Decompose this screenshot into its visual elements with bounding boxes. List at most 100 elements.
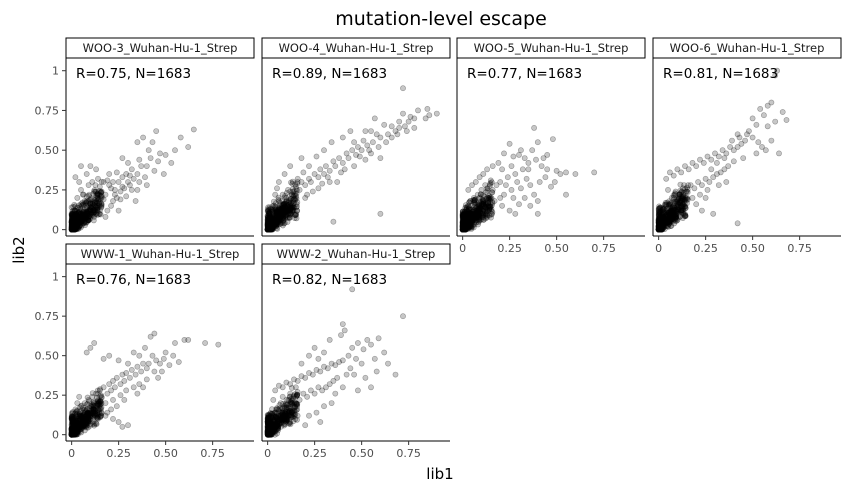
data-point: [292, 384, 299, 391]
data-point: [153, 357, 160, 364]
data-point: [81, 216, 88, 222]
data-point: [463, 210, 470, 217]
data-point: [662, 199, 669, 206]
data-point: [281, 208, 288, 214]
data-point: [668, 209, 674, 216]
data-point: [94, 206, 101, 213]
data-point: [655, 226, 662, 233]
data-point: [74, 223, 80, 230]
data-point: [266, 226, 273, 233]
data-point: [657, 226, 664, 233]
y-tick-label: 1: [52, 271, 59, 284]
data-point: [338, 169, 344, 176]
data-point: [279, 204, 286, 211]
data-point: [277, 400, 284, 406]
data-point: [147, 333, 154, 340]
data-point: [461, 220, 468, 227]
data-point: [72, 220, 79, 227]
data-point: [368, 128, 374, 134]
data-point: [86, 191, 93, 198]
correlation-annotation: R=0.76, N=1683: [76, 272, 191, 288]
data-point: [276, 206, 283, 212]
data-point: [162, 151, 169, 158]
data-point: [92, 202, 99, 209]
data-point: [145, 147, 152, 154]
data-point: [69, 226, 75, 233]
data-point: [368, 384, 374, 391]
data-point: [265, 224, 272, 231]
data-point: [459, 220, 466, 227]
data-point: [93, 207, 99, 214]
data-point: [276, 221, 283, 228]
data-point: [669, 215, 675, 222]
data-point: [83, 199, 89, 206]
data-point: [682, 205, 689, 211]
data-point: [79, 212, 86, 218]
data-point: [656, 208, 662, 215]
data-point: [72, 226, 78, 233]
data-point: [684, 196, 690, 203]
data-point: [662, 218, 668, 225]
data-point: [87, 215, 94, 222]
data-point: [542, 174, 549, 181]
data-point: [123, 193, 130, 200]
data-point: [666, 211, 673, 218]
data-point: [656, 225, 663, 232]
data-point: [459, 213, 466, 220]
data-point: [283, 198, 290, 205]
data-point: [657, 222, 664, 228]
data-point: [275, 382, 282, 389]
data-point: [68, 223, 75, 230]
data-point: [93, 192, 99, 199]
data-point: [267, 217, 274, 224]
data-point: [273, 210, 280, 217]
data-point: [68, 224, 75, 231]
data-point: [668, 215, 675, 222]
data-point: [544, 151, 551, 158]
data-point: [459, 223, 466, 230]
data-point: [315, 185, 322, 192]
data-point: [264, 226, 271, 233]
data-point: [117, 392, 124, 399]
data-point: [459, 221, 466, 228]
data-point: [674, 206, 681, 213]
data-point: [373, 368, 380, 375]
data-point: [463, 204, 470, 211]
data-point: [477, 210, 484, 217]
data-point: [510, 153, 517, 160]
data-point: [287, 205, 294, 211]
data-point: [471, 219, 478, 225]
data-point: [70, 219, 76, 226]
data-point: [304, 191, 310, 198]
data-point: [87, 196, 93, 203]
data-point: [269, 226, 276, 233]
data-point: [93, 198, 100, 205]
data-point: [424, 106, 431, 112]
data-point: [86, 213, 92, 220]
data-point: [655, 225, 662, 232]
data-point: [768, 99, 775, 106]
data-point: [676, 194, 682, 201]
x-tick-label: 0.75: [787, 242, 812, 255]
data-point: [83, 215, 89, 222]
data-point: [479, 200, 486, 207]
data-point: [70, 213, 77, 220]
data-point: [265, 215, 272, 221]
data-point: [462, 226, 469, 233]
data-point: [475, 208, 482, 215]
data-point: [286, 209, 293, 216]
data-point: [265, 224, 272, 231]
data-point: [70, 215, 76, 222]
data-point: [160, 171, 167, 177]
data-point: [463, 213, 470, 219]
data-point: [270, 222, 276, 229]
data-point: [96, 188, 102, 195]
data-point: [460, 218, 467, 225]
data-point: [278, 210, 285, 217]
data-point: [70, 210, 76, 216]
data-point: [664, 216, 671, 222]
data-point: [68, 226, 75, 233]
data-point: [68, 224, 75, 231]
data-point: [278, 206, 284, 213]
